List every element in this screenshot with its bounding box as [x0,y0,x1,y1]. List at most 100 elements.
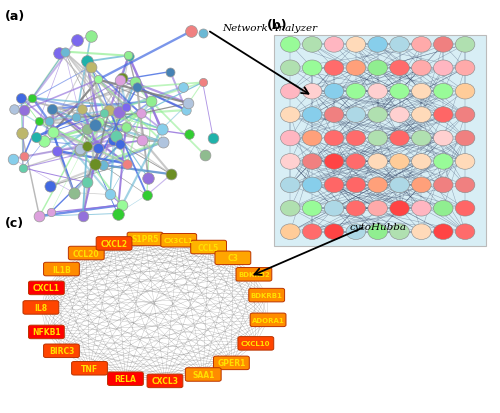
Ellipse shape [302,84,322,100]
Text: RELA: RELA [114,374,136,383]
Text: GPER1: GPER1 [217,358,246,368]
Ellipse shape [280,154,300,170]
Ellipse shape [412,107,431,123]
Ellipse shape [346,224,366,240]
Text: CXCL3: CXCL3 [152,377,178,385]
FancyBboxPatch shape [147,374,183,388]
Point [199,31,207,37]
Point [144,176,152,182]
Point [18,131,26,137]
Point [131,79,139,85]
Ellipse shape [456,84,475,100]
Point [19,165,27,172]
Ellipse shape [302,61,322,76]
Point [124,53,132,59]
Point [18,95,25,102]
Ellipse shape [390,131,409,147]
Point [99,163,107,169]
FancyBboxPatch shape [44,263,80,276]
Point [35,119,43,126]
Point [36,213,44,220]
Point [47,209,55,216]
Ellipse shape [390,178,409,193]
Ellipse shape [434,178,453,193]
Point [125,53,133,60]
Ellipse shape [346,107,366,123]
Ellipse shape [456,131,475,147]
Ellipse shape [412,61,431,76]
Ellipse shape [302,131,322,147]
FancyBboxPatch shape [186,368,221,381]
Ellipse shape [368,154,388,170]
Point [70,190,78,197]
Point [123,161,131,168]
Text: BDKRB2: BDKRB2 [238,272,270,278]
Ellipse shape [368,61,388,76]
Ellipse shape [324,107,344,123]
Ellipse shape [280,178,300,193]
Point [87,64,95,71]
Point [187,29,195,36]
Ellipse shape [280,131,300,147]
Point [76,147,84,154]
FancyBboxPatch shape [28,325,64,339]
Ellipse shape [280,84,300,100]
Ellipse shape [434,154,453,170]
Point [82,126,90,133]
Point [94,77,102,83]
Ellipse shape [456,224,475,240]
Ellipse shape [280,107,300,123]
Ellipse shape [302,154,322,170]
Point [114,211,122,217]
Text: CXCL2: CXCL2 [100,240,128,248]
Ellipse shape [368,131,388,147]
Text: C3: C3 [228,254,238,263]
Ellipse shape [434,201,453,216]
Point [133,85,141,91]
Ellipse shape [346,178,366,193]
Ellipse shape [302,38,322,53]
Point [143,192,151,199]
Point [53,148,61,155]
Ellipse shape [324,131,344,147]
Ellipse shape [324,224,344,240]
Ellipse shape [280,61,300,76]
Point [56,50,64,57]
Text: CCL5: CCL5 [198,243,219,252]
Point [94,146,102,152]
Ellipse shape [324,84,344,100]
Ellipse shape [302,178,322,193]
Ellipse shape [280,201,300,216]
FancyBboxPatch shape [249,289,284,302]
Ellipse shape [434,38,453,53]
Ellipse shape [434,61,453,76]
Text: NFKB1: NFKB1 [32,328,60,337]
Point [46,183,54,190]
Point [72,115,80,121]
Ellipse shape [390,224,409,240]
Point [79,213,87,220]
Point [136,111,144,118]
Point [83,59,91,66]
Ellipse shape [456,201,475,216]
Ellipse shape [412,131,431,147]
Ellipse shape [412,224,431,240]
Text: CXCL1: CXCL1 [33,284,60,293]
Point [40,138,48,145]
Point [201,153,209,159]
Ellipse shape [346,84,366,100]
Ellipse shape [324,201,344,216]
Point [166,69,174,76]
Point [138,138,146,144]
FancyBboxPatch shape [274,36,486,247]
Point [76,147,84,153]
Point [182,107,190,114]
Ellipse shape [324,154,344,170]
FancyBboxPatch shape [96,237,132,251]
Point [168,171,175,178]
Ellipse shape [346,201,366,216]
Point [82,180,90,186]
Point [112,133,120,140]
FancyBboxPatch shape [214,356,250,370]
Point [122,125,130,131]
